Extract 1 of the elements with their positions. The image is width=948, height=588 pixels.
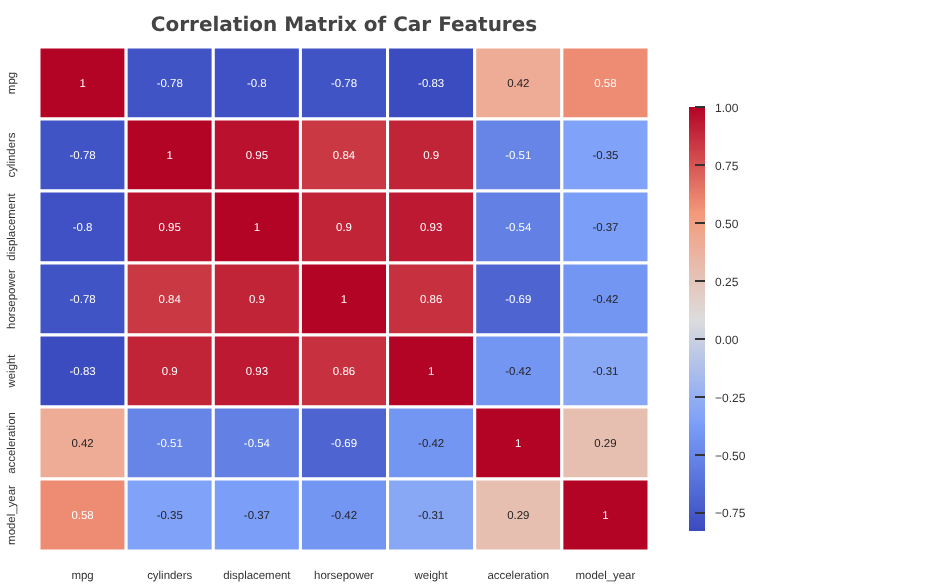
chart-title: Correlation Matrix of Car Features bbox=[150, 15, 538, 37]
